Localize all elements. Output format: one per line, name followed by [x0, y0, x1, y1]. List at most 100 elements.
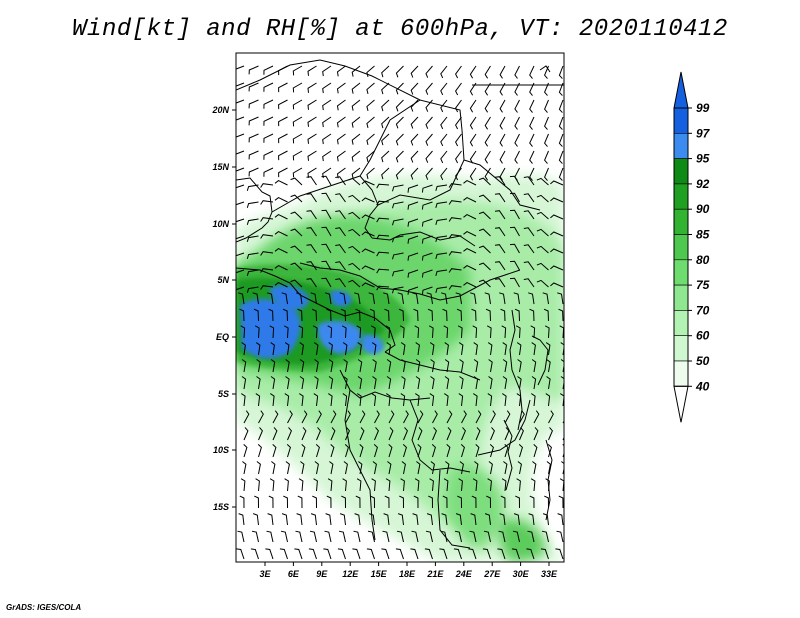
wind-barb — [397, 292, 404, 305]
wind-barb — [248, 65, 259, 75]
wind-barb — [340, 308, 346, 322]
wind-barb — [425, 82, 433, 95]
wind-barb — [545, 342, 551, 356]
wind-barb — [440, 99, 448, 113]
wind-barb — [287, 410, 293, 424]
wind-barb — [542, 513, 549, 526]
wind-barb — [435, 252, 448, 259]
wind-barb — [292, 116, 303, 127]
wind-barb — [455, 133, 462, 147]
border-line — [409, 399, 471, 473]
wind-barb — [381, 150, 390, 163]
wind-barb — [272, 410, 279, 424]
wind-barb — [312, 325, 318, 339]
wind-barb — [359, 444, 364, 458]
wind-barb — [240, 325, 246, 339]
wind-barb — [343, 359, 348, 373]
wind-barb — [337, 548, 346, 560]
wind-barb — [469, 150, 477, 164]
wind-barb — [441, 513, 448, 526]
wind-barb — [446, 427, 452, 441]
wind-barb — [246, 184, 259, 191]
wind-barb — [335, 261, 346, 271]
wind-barb — [290, 177, 303, 186]
wind-barb — [299, 393, 304, 407]
wind-barb — [352, 548, 361, 560]
wind-barb — [321, 209, 332, 220]
wind-barb — [243, 427, 249, 441]
colorbar-swatch — [673, 208, 689, 235]
wind-barb — [484, 99, 491, 113]
wind-barb — [255, 478, 260, 492]
wind-barb — [473, 393, 478, 407]
wind-barb — [328, 359, 334, 373]
border-line — [437, 469, 471, 549]
wind-barb — [238, 292, 245, 305]
wind-barb — [504, 427, 510, 441]
wind-barb — [550, 231, 564, 237]
wind-barb — [516, 342, 522, 356]
wind-barb — [376, 183, 390, 189]
wind-barb — [528, 292, 535, 305]
wind-barb — [544, 133, 549, 147]
wind-barb — [488, 376, 493, 390]
wind-barb — [503, 461, 508, 475]
wind-barb — [550, 265, 564, 271]
wind-barb — [385, 478, 391, 492]
wind-barb — [488, 461, 493, 475]
wind-barb — [306, 278, 317, 288]
wind-barb — [531, 359, 537, 373]
wind-barb — [339, 513, 346, 526]
wind-barb — [426, 292, 433, 305]
wind-barb — [258, 410, 264, 424]
wind-barb — [348, 228, 361, 237]
wind-barb — [290, 245, 303, 254]
wind-barb — [540, 548, 549, 560]
wind-barb — [361, 197, 375, 203]
wind-barb — [547, 444, 552, 458]
wind-barb — [530, 478, 536, 492]
wind-barb — [292, 150, 303, 161]
wind-barb — [444, 342, 449, 356]
colorbar-swatch — [673, 335, 689, 362]
wind-barb — [351, 167, 361, 179]
wind-barb — [494, 244, 506, 254]
colorbar-label: 60 — [696, 329, 710, 343]
wind-barb — [283, 495, 288, 509]
wind-barb — [401, 461, 406, 475]
wind-barb — [513, 292, 520, 305]
wind-barb — [544, 150, 549, 164]
wind-barb — [329, 461, 334, 475]
wind-barb — [297, 308, 303, 322]
wind-barb — [414, 325, 420, 339]
wind-barb — [339, 292, 346, 305]
wind-barb — [236, 150, 245, 155]
wind-barb — [335, 193, 346, 203]
wind-barb — [344, 444, 349, 458]
wind-barb — [236, 133, 245, 138]
wind-barb — [240, 478, 246, 492]
colorbar-label: 97 — [696, 126, 711, 140]
wind-barb — [455, 116, 462, 130]
wind-barb — [494, 227, 506, 237]
wind-barb — [263, 82, 274, 92]
wind-barb — [516, 393, 522, 407]
wind-barb — [392, 235, 404, 243]
wind-barb — [348, 279, 361, 288]
wind-barb — [460, 444, 465, 458]
wind-barb — [260, 251, 274, 256]
wind-barb — [412, 292, 419, 305]
wind-barb — [335, 244, 346, 254]
colorbar-swatch — [673, 107, 689, 134]
wind-barb — [484, 513, 491, 526]
border-line — [509, 309, 523, 431]
wind-barb — [440, 116, 448, 130]
wind-barb — [324, 530, 332, 543]
wind-barb — [442, 308, 448, 322]
wind-barb — [321, 277, 332, 288]
wind-barb — [463, 265, 477, 271]
wind-barb — [484, 82, 491, 96]
wind-barb — [515, 325, 521, 339]
wind-barb — [327, 325, 333, 339]
